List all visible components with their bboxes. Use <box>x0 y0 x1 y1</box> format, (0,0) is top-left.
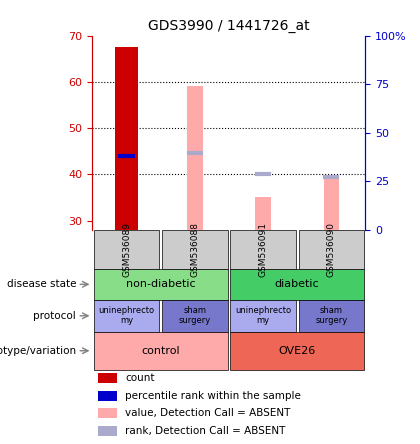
Bar <box>98 373 117 383</box>
Bar <box>98 426 117 436</box>
Bar <box>255 198 271 230</box>
Text: uninephrecto
my: uninephrecto my <box>98 306 155 325</box>
Text: non-diabetic: non-diabetic <box>126 279 195 289</box>
Bar <box>230 269 364 300</box>
Text: uninephrecto
my: uninephrecto my <box>235 306 291 325</box>
Text: count: count <box>125 373 155 383</box>
Bar <box>299 230 364 269</box>
Bar <box>94 300 159 332</box>
Text: disease state: disease state <box>7 279 76 289</box>
Text: GSM536088: GSM536088 <box>190 222 199 277</box>
Bar <box>162 230 228 269</box>
Bar <box>94 332 228 369</box>
Text: diabetic: diabetic <box>275 279 320 289</box>
Text: value, Detection Call = ABSENT: value, Detection Call = ABSENT <box>125 408 291 418</box>
Title: GDS3990 / 1441726_at: GDS3990 / 1441726_at <box>148 19 310 33</box>
Text: GSM536089: GSM536089 <box>122 222 131 277</box>
Text: GSM536090: GSM536090 <box>327 222 336 277</box>
Text: sham
surgery: sham surgery <box>315 306 347 325</box>
Bar <box>230 300 296 332</box>
Bar <box>230 332 364 369</box>
Bar <box>115 47 139 230</box>
Bar <box>94 269 228 300</box>
Text: control: control <box>142 346 180 356</box>
Text: GSM536091: GSM536091 <box>259 222 268 277</box>
Text: rank, Detection Call = ABSENT: rank, Detection Call = ABSENT <box>125 426 286 436</box>
Text: percentile rank within the sample: percentile rank within the sample <box>125 391 301 401</box>
Text: genotype/variation: genotype/variation <box>0 346 76 356</box>
Bar <box>98 391 117 401</box>
Bar <box>230 230 296 269</box>
Bar <box>299 300 364 332</box>
Bar <box>323 177 339 230</box>
Bar <box>98 408 117 418</box>
Bar <box>94 230 159 269</box>
Text: OVE26: OVE26 <box>278 346 316 356</box>
Bar <box>187 87 202 230</box>
Bar <box>162 300 228 332</box>
Text: sham
surgery: sham surgery <box>178 306 211 325</box>
Text: protocol: protocol <box>33 311 76 321</box>
